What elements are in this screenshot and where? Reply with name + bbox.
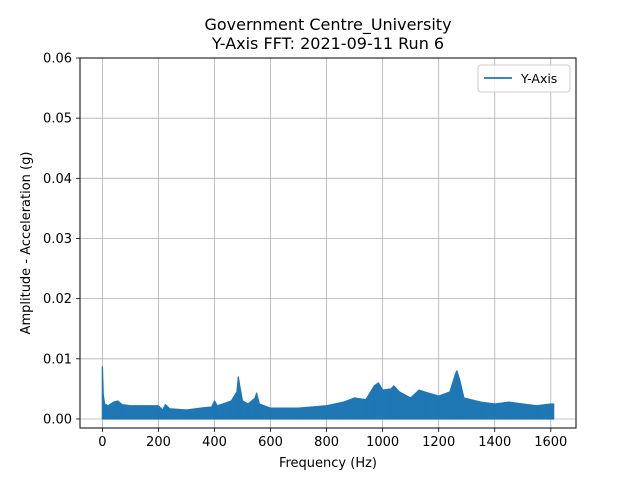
x-tick-label: 200 xyxy=(146,435,171,450)
chart-title: Government Centre_University xyxy=(204,15,451,35)
y-tick-label: 0.06 xyxy=(43,52,72,67)
y-tick-label: 0.01 xyxy=(43,352,72,367)
axis-ticks: 0 200 400 600 800 1000 1200 1400 1600 0.00 0.01 0.0… xyxy=(43,52,567,451)
y-tick-label: 0.03 xyxy=(43,232,72,247)
x-tick-label: 1000 xyxy=(366,435,399,450)
x-tick-label: 1200 xyxy=(422,435,455,450)
x-tick-label: 1400 xyxy=(478,435,511,450)
grid-lines xyxy=(80,57,576,428)
series-0-fft-band xyxy=(101,366,555,420)
y-axis-label: Amplitude - Acceleration (g) xyxy=(19,152,34,335)
chart-subtitle: Y-Axis FFT: 2021-09-11 Run 6 xyxy=(211,34,444,53)
legend: Y-Axis xyxy=(477,64,571,93)
series-layer xyxy=(101,366,555,420)
y-tick-label: 0.02 xyxy=(43,292,72,307)
y-tick-label: 0.05 xyxy=(43,112,72,127)
x-tick-label: 400 xyxy=(202,435,227,450)
legend-box xyxy=(477,64,571,93)
y-tick-label: 0.00 xyxy=(43,412,72,427)
plot-area-frame xyxy=(79,57,577,429)
x-tick-label: 1600 xyxy=(534,435,567,450)
x-tick-label: 800 xyxy=(314,435,339,450)
x-tick-label: 600 xyxy=(258,435,283,450)
y-tick-label: 0.04 xyxy=(43,172,72,187)
legend-label-y-axis: Y-Axis xyxy=(520,71,557,86)
x-axis-label: Frequency (Hz) xyxy=(279,456,377,471)
x-tick-label: 0 xyxy=(98,435,106,450)
